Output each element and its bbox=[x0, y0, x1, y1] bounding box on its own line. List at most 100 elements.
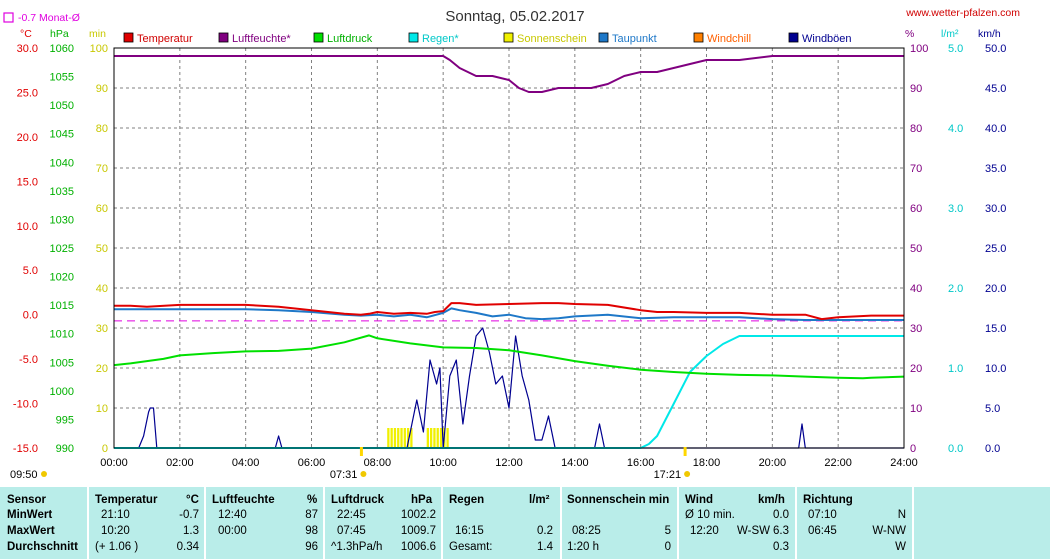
max-temp-time: 10:20 bbox=[101, 525, 130, 537]
min-press-value: 1002.2 bbox=[400, 509, 436, 521]
legend-label: Sonnenschein bbox=[517, 33, 587, 45]
min-temp-time: 21:10 bbox=[101, 509, 130, 521]
series-line-taupunkt bbox=[114, 307, 904, 321]
rain-tick-label: 1.0 bbox=[948, 363, 963, 375]
pressure-tick-label: 1035 bbox=[50, 186, 74, 198]
avg-temp-value: 0.34 bbox=[176, 541, 199, 553]
time-tick-label: 10:00 bbox=[429, 457, 457, 469]
column-separator bbox=[795, 487, 797, 559]
pressure-tick-label: 1015 bbox=[50, 300, 74, 312]
pressure-tick-label: 1050 bbox=[50, 100, 74, 112]
time-tick-label: 16:00 bbox=[627, 457, 655, 469]
series-line-luftdruck bbox=[113, 334, 905, 380]
series-line-luftfeuchte bbox=[114, 55, 904, 93]
header-wind: Wind bbox=[685, 494, 713, 506]
wind-tick-label: 0.0 bbox=[985, 443, 1000, 455]
legend-label: Luftfeuchte* bbox=[232, 33, 291, 45]
min-hum-time: 12:40 bbox=[218, 509, 247, 521]
legend-swatch bbox=[693, 32, 704, 43]
chart-title: Sonntag, 05.02.2017 bbox=[445, 8, 584, 25]
percent-tick-label: 0 bbox=[910, 443, 916, 455]
header-temperature-unit: °C bbox=[186, 494, 199, 506]
column-separator bbox=[560, 487, 562, 559]
sunshine-bar bbox=[446, 428, 449, 448]
temp-tick-label: 10.0 bbox=[17, 221, 38, 233]
rain-tick-label: 4.0 bbox=[948, 123, 963, 135]
min-direction-time: 07:10 bbox=[808, 509, 837, 521]
time-tick-label: 06:00 bbox=[298, 457, 326, 469]
plot-frame bbox=[113, 47, 905, 449]
series-line-temperatur bbox=[114, 302, 904, 321]
wind-tick-label: 40.0 bbox=[985, 123, 1006, 135]
minutes-tick-label: 10 bbox=[96, 403, 108, 415]
avg-press-value: 1006.6 bbox=[400, 541, 436, 553]
time-tick-label: 22:00 bbox=[824, 457, 852, 469]
temp-axis-unit: °C bbox=[20, 28, 32, 40]
sunrise-marker bbox=[359, 447, 363, 456]
website-link[interactable]: www.wetter-pfalzen.com bbox=[905, 7, 1020, 19]
avg-sun-value: 0 bbox=[664, 541, 671, 553]
header-pressure: Luftdruck bbox=[331, 494, 385, 506]
legend-swatch bbox=[123, 32, 134, 43]
minutes-tick-label: 0 bbox=[102, 443, 108, 455]
sunshine-bar bbox=[397, 428, 400, 448]
min-temp-value: -0.7 bbox=[179, 509, 199, 521]
temp-tick-label: -15.0 bbox=[13, 443, 38, 455]
wind-tick-label: 20.0 bbox=[985, 283, 1006, 295]
row-label-max: MaxWert bbox=[7, 525, 55, 537]
sun-icon bbox=[684, 471, 691, 477]
max-press-time: 07:45 bbox=[337, 525, 366, 537]
legend-label: Taupunkt bbox=[612, 33, 657, 45]
sunshine-bar bbox=[433, 428, 436, 448]
sunshine-bar bbox=[400, 428, 403, 448]
legend-swatch bbox=[313, 32, 324, 43]
row-label-min: MinWert bbox=[7, 509, 53, 521]
rain-tick-label: 2.0 bbox=[948, 283, 963, 295]
minutes-tick-label: 50 bbox=[96, 243, 108, 255]
statistics-table: Sensor Temperatur °C Luftfeuchte % Luftd… bbox=[0, 487, 1050, 559]
row-label-average: Durchschnitt bbox=[7, 541, 78, 553]
sunshine-bar bbox=[439, 428, 443, 448]
legend-label: Regen* bbox=[422, 33, 459, 45]
minutes-tick-label: 40 bbox=[96, 283, 108, 295]
sunshine-bar bbox=[387, 428, 390, 448]
rain-axis-unit: l/m² bbox=[941, 28, 959, 40]
percent-axis-unit: % bbox=[905, 28, 914, 40]
rain-tick-label: 0.0 bbox=[948, 443, 963, 455]
min-direction-value: N bbox=[897, 509, 906, 521]
header-humidity: Luftfeuchte bbox=[212, 494, 275, 506]
legend-swatch bbox=[408, 32, 419, 43]
time-tick-label: 12:00 bbox=[495, 457, 523, 469]
wind-tick-label: 45.0 bbox=[985, 83, 1006, 95]
bar-layer bbox=[387, 428, 449, 448]
rain-total-value: 1.4 bbox=[537, 541, 553, 553]
minutes-axis-unit: min bbox=[89, 28, 106, 40]
min-wind-time: Ø 10 min. bbox=[685, 509, 735, 521]
temp-tick-label: 30.0 bbox=[17, 43, 38, 55]
minutes-tick-label: 100 bbox=[90, 43, 108, 55]
max-hum-value: 98 bbox=[305, 525, 318, 537]
wind-tick-label: 50.0 bbox=[985, 43, 1006, 55]
sunshine-bar bbox=[430, 428, 433, 448]
max-hum-time: 00:00 bbox=[218, 525, 247, 537]
avg-temp-note: (+ 1.06 ) bbox=[95, 541, 139, 553]
percent-tick-label: 70 bbox=[910, 163, 922, 175]
percent-tick-label: 20 bbox=[910, 363, 922, 375]
sunset-time-label: 17:21 bbox=[654, 469, 682, 481]
sunshine-bar bbox=[393, 428, 397, 448]
pressure-tick-label: 1055 bbox=[50, 72, 74, 84]
column-separator bbox=[912, 487, 914, 559]
sunshine-bar bbox=[426, 428, 429, 448]
pressure-tick-label: 1010 bbox=[50, 329, 74, 341]
legend-swatch bbox=[218, 32, 229, 43]
header-pressure-unit: hPa bbox=[411, 494, 433, 506]
max-sun-time: 08:25 bbox=[572, 525, 601, 537]
avg-hum-value: 96 bbox=[305, 541, 318, 553]
legend-label: Temperatur bbox=[137, 33, 193, 45]
percent-tick-label: 80 bbox=[910, 123, 922, 135]
max-sun-value: 5 bbox=[664, 525, 671, 537]
rain-total-label: Gesamt: bbox=[449, 541, 493, 553]
monthly-avg-legend-swatch bbox=[3, 12, 14, 23]
legend-label: Windchill bbox=[707, 33, 751, 45]
legend-swatch bbox=[788, 32, 799, 43]
